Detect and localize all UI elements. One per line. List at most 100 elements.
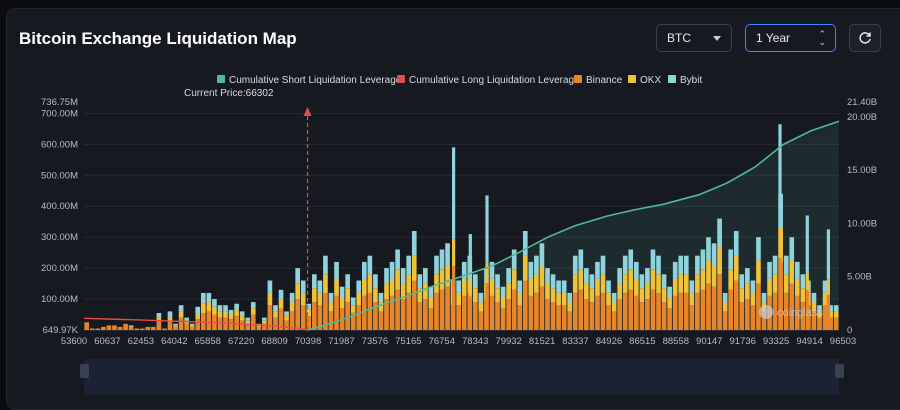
legend-label-short[interactable]: Cumulative Short Liquidation Leverage xyxy=(229,75,402,86)
legend-label-binance[interactable]: Binance xyxy=(586,75,623,86)
bar-binance xyxy=(250,314,256,330)
bar-okx xyxy=(367,274,373,293)
bar-okx xyxy=(511,269,517,290)
coin-select-value: BTC xyxy=(667,31,691,45)
slider-handle-left[interactable] xyxy=(80,364,89,378)
bar-binance xyxy=(184,323,189,330)
bar-okx xyxy=(500,297,506,309)
bar-okx xyxy=(200,303,206,313)
bar-okx xyxy=(128,325,134,327)
bar-okx xyxy=(811,302,817,312)
bar-bybit xyxy=(300,280,306,293)
page-title: Bitcoin Exchange Liquidation Map xyxy=(19,29,297,48)
bar-bybit xyxy=(206,292,212,303)
range-select[interactable]: 1 Year ⌃ ⌄ xyxy=(745,24,836,52)
bar-okx xyxy=(267,292,273,306)
bar-bybit xyxy=(323,255,328,275)
bar-binance xyxy=(517,305,523,330)
bar-okx xyxy=(589,288,595,303)
bar-binance xyxy=(506,299,511,330)
bar-okx xyxy=(262,320,267,324)
slider-handle-right[interactable] xyxy=(835,364,844,378)
bar-binance xyxy=(567,311,573,330)
bar-bybit xyxy=(317,280,323,293)
tall-bar-bybit xyxy=(826,229,830,280)
bar-okx xyxy=(572,274,578,293)
bar-bybit xyxy=(756,237,761,261)
bar-okx xyxy=(772,274,778,293)
x-tick-label: 86515 xyxy=(629,336,655,347)
x-tick-label: 75165 xyxy=(395,336,421,347)
bar-binance xyxy=(528,296,534,330)
bar-bybit xyxy=(617,268,622,284)
bar-binance xyxy=(611,311,617,330)
bar-bybit xyxy=(417,274,423,289)
bar-bybit xyxy=(461,261,467,279)
bar-okx xyxy=(739,288,745,303)
x-tick-label: 94914 xyxy=(796,336,822,347)
bar-binance xyxy=(606,305,611,330)
bar-okx xyxy=(317,292,323,306)
bar-binance xyxy=(112,325,117,330)
bar-okx xyxy=(239,316,245,321)
left-tick-label: 100.00M xyxy=(41,294,78,305)
bar-bybit xyxy=(167,311,173,318)
bar-binance xyxy=(473,302,478,330)
bar-bybit xyxy=(361,261,367,279)
legend-label-long[interactable]: Cumulative Long Liquidation Leverage xyxy=(409,75,580,86)
bar-okx xyxy=(306,309,312,317)
bar-binance xyxy=(445,286,450,330)
bar-okx xyxy=(228,314,234,320)
bar-bybit xyxy=(683,255,689,275)
left-tick-label: 736.75M xyxy=(41,97,78,108)
updown-chevron-icon: ⌃ ⌄ xyxy=(818,29,826,47)
bar-binance xyxy=(278,308,284,330)
bar-okx xyxy=(550,288,556,303)
legend-swatch-bybit xyxy=(668,75,676,83)
bar-binance xyxy=(739,302,745,330)
bar-okx xyxy=(223,311,228,318)
range-slider[interactable] xyxy=(80,359,844,395)
bar-okx xyxy=(656,274,661,293)
bar-okx xyxy=(667,297,672,309)
coin-select[interactable]: BTC xyxy=(656,24,732,52)
bar-bybit xyxy=(772,255,778,275)
bar-bybit xyxy=(439,249,445,270)
right-axis: 0 5.00B 10.00B 15.00B 20.00B 21.40B xyxy=(847,97,877,336)
bars-group xyxy=(84,124,839,330)
bar-binance xyxy=(284,320,289,330)
bar-binance xyxy=(156,320,162,330)
tall-bar-bybit xyxy=(452,147,456,239)
bar-bybit xyxy=(456,280,461,293)
refresh-button[interactable] xyxy=(849,24,881,52)
bar-okx xyxy=(595,278,600,296)
bar-okx xyxy=(833,311,839,318)
bar-bybit xyxy=(217,305,223,312)
bar-binance xyxy=(289,311,295,330)
bar-okx xyxy=(611,302,617,312)
legend-label-okx[interactable]: OKX xyxy=(640,75,661,86)
tall-bar-okx xyxy=(485,262,489,283)
bar-okx xyxy=(695,274,700,293)
bar-binance xyxy=(833,317,839,330)
bar-bybit xyxy=(245,317,251,321)
bar-bybit xyxy=(656,255,661,275)
bar-bybit xyxy=(345,274,350,289)
tall-bar-bybit xyxy=(468,234,472,283)
tall-bar-binance xyxy=(468,296,472,330)
bar-okx xyxy=(378,302,384,312)
legend-label-bybit[interactable]: Bybit xyxy=(680,75,702,86)
legend-swatch-short xyxy=(217,75,225,83)
bar-bybit xyxy=(234,303,239,310)
right-tick-label: 5.00B xyxy=(847,272,872,283)
bar-okx xyxy=(711,265,717,287)
bar-binance xyxy=(539,286,545,330)
bar-binance xyxy=(245,323,251,330)
bar-binance xyxy=(794,296,800,330)
bar-binance xyxy=(511,289,517,330)
bar-binance xyxy=(101,326,106,330)
bar-bybit xyxy=(556,280,561,293)
bar-binance xyxy=(545,299,550,330)
bar-binance xyxy=(656,292,661,330)
